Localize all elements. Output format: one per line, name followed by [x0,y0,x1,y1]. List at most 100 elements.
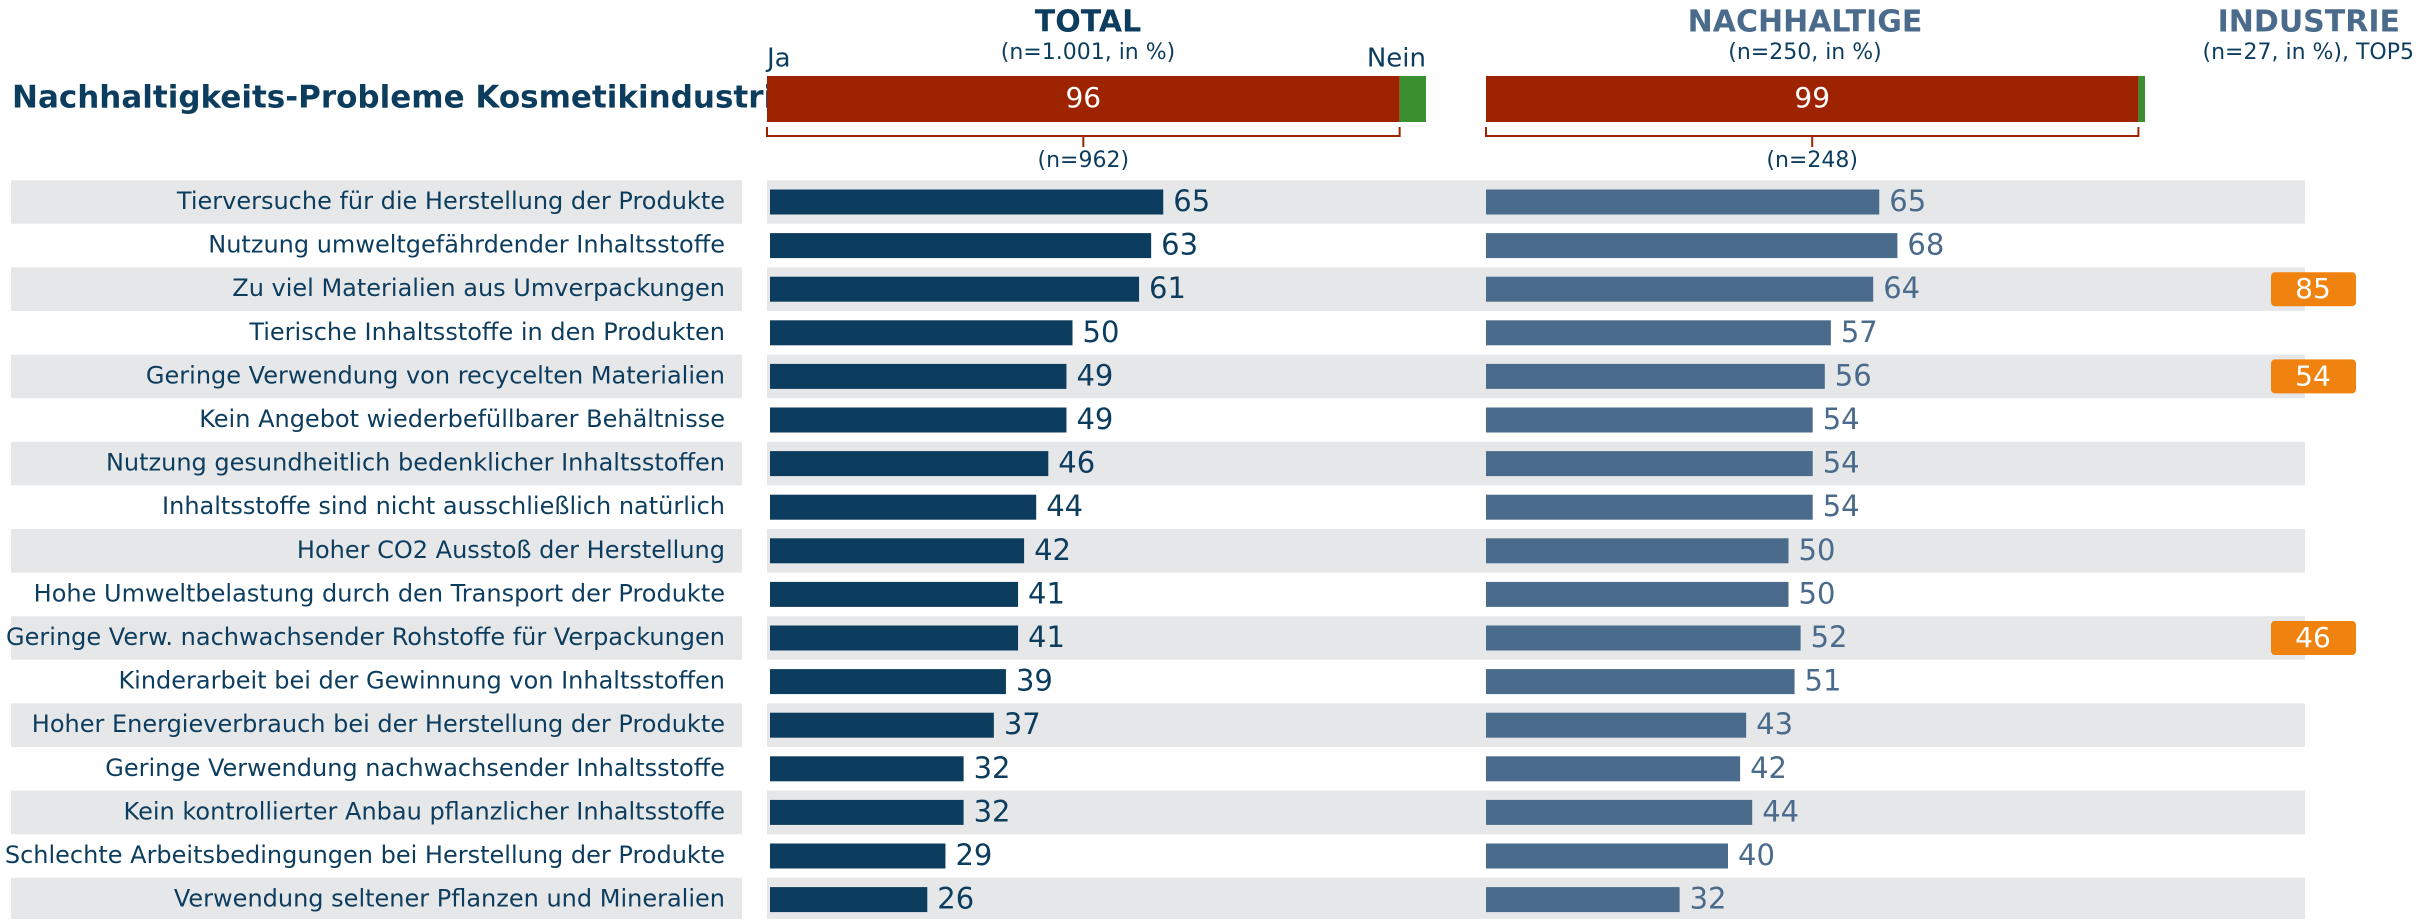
value-label: 63 [1161,228,1198,262]
value-label: 52 [1811,620,1848,654]
category-label: Tierversuche für die Herstellung der Pro… [176,187,725,215]
nein-bar [1399,76,1426,122]
industrie-value: 54 [2295,359,2331,392]
bar [770,887,928,913]
value-label: 54 [1823,489,1860,523]
bar [770,451,1049,477]
row-band [11,703,742,747]
bar [1486,494,1813,520]
bar [1486,756,1741,782]
category-label: Nutzung umweltgefährdender Inhaltsstoffe [208,231,725,259]
bar [770,276,1140,302]
industrie-box [2271,272,2356,307]
category-label: Hoher CO2 Ausstoß der Herstellung [297,536,725,564]
base-label: (n=248) [1766,148,1858,173]
value-label: 50 [1083,315,1120,349]
nein-bar [2138,76,2145,122]
value-label: 54 [1823,446,1860,480]
value-label: 41 [1028,620,1065,654]
nein-label: Nein [1367,44,1426,74]
row-band [11,529,742,573]
category-label: Zu viel Materialien aus Umverpackungen [232,274,725,302]
ja-label: Ja [765,44,791,74]
value-label: 68 [1907,228,1944,262]
industrie-box [2271,359,2356,394]
bar [770,233,1152,259]
value-label: 32 [974,794,1011,828]
series-subtitle: (n=27, in %), TOP5 [2203,40,2414,65]
bar [770,189,1164,215]
bar [1486,189,1880,215]
bar [770,712,994,738]
value-label: 26 [937,882,974,916]
value-label: 51 [1805,664,1842,698]
row-band [11,441,742,486]
value-label: 49 [1076,402,1113,436]
ja-bar [767,76,1400,122]
bar [1486,233,1898,259]
brace [766,127,1401,147]
value-label: 42 [1034,533,1071,567]
bar [1486,407,1813,433]
industrie-box [2271,621,2356,655]
value-label: 65 [1889,184,1926,218]
bar [1486,799,1753,825]
category-label: Schlechte Arbeitsbedingungen bei Herstel… [5,841,725,869]
bar [1486,669,1795,695]
value-label: 57 [1841,315,1878,349]
value-label: 54 [1823,402,1860,436]
row-band [11,180,742,224]
value-label: 44 [1762,794,1799,828]
row-band [11,267,742,311]
value-label: 56 [1835,358,1872,392]
value-label: 41 [1028,576,1065,610]
category-label: Geringe Verw. nachwachsender Rohstoffe f… [6,623,725,651]
value-label: 49 [1076,358,1113,392]
value-label: 32 [974,751,1011,785]
value-label: 46 [1058,446,1095,480]
bar [1486,712,1747,738]
bar [1486,538,1789,564]
series-subtitle: (n=1.001, in %) [1001,40,1175,65]
category-label: Tierische Inhaltsstoffe in den Produkten [248,318,725,346]
bar [770,843,946,869]
row-band [11,790,742,835]
row-band [11,877,742,922]
row-band [11,354,742,399]
industrie-value: 85 [2295,272,2331,305]
bar [1486,625,1801,651]
bar [1486,843,1728,869]
brace [1485,127,2140,147]
bar [770,407,1067,433]
value-label: 50 [1799,533,1836,567]
bar [770,756,964,782]
series-subtitle: (n=250, in %) [1728,40,1881,65]
ja-value: 96 [1065,81,1101,114]
bar [770,538,1025,564]
value-label: 40 [1738,838,1775,872]
series-title: NACHHALTIGE [1688,5,1923,40]
chart-title: Nachhaltigkeits-Probleme Kosmetikindustr… [12,80,795,116]
ja-bar [1486,76,2139,122]
category-label: Nutzung gesundheitlich bedenklicher Inha… [106,449,725,477]
base-label: (n=962) [1038,148,1130,173]
category-label: Inhaltsstoffe sind nicht ausschließlich … [162,492,725,520]
value-label: 39 [1016,664,1053,698]
bar [1486,276,1874,302]
industrie-value: 46 [2295,621,2331,654]
value-label: 32 [1690,882,1727,916]
bar [770,320,1073,346]
bar [1486,887,1680,913]
value-label: 44 [1046,489,1083,523]
bar [770,363,1067,389]
bar [1486,451,1813,477]
bar [770,669,1006,695]
category-label: Verwendung seltener Pflanzen und Mineral… [174,885,725,913]
value-label: 42 [1750,751,1787,785]
category-label: Geringe Verwendung von recycelten Materi… [146,361,725,389]
category-label: Kinderarbeit bei der Gewinnung von Inhal… [118,667,725,695]
category-label: Kein Angebot wiederbefüllbarer Behältnis… [199,405,725,433]
value-label: 50 [1799,576,1836,610]
value-label: 64 [1883,271,1920,305]
